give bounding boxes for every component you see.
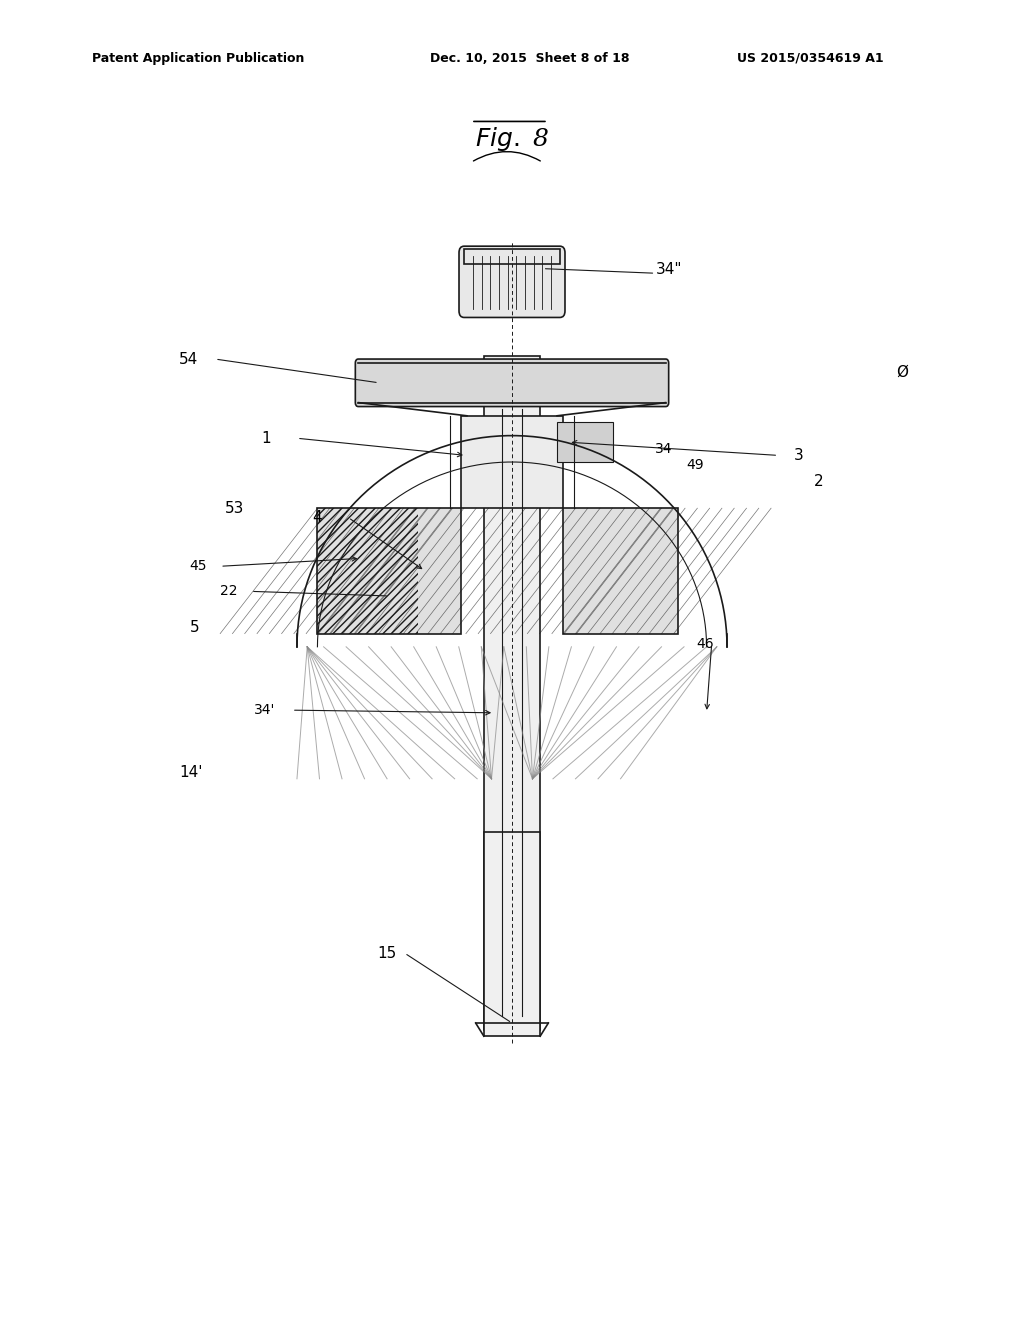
Text: Ø: Ø [896,364,908,380]
FancyBboxPatch shape [355,359,669,407]
Text: 46: 46 [696,638,714,651]
Text: 49: 49 [686,458,703,471]
Bar [317,508,461,634]
Text: 2: 2 [814,474,823,490]
FancyBboxPatch shape [483,356,541,1030]
Text: 3: 3 [794,447,804,463]
Text: 45: 45 [189,560,207,573]
Text: 4: 4 [312,510,322,525]
Text: 54: 54 [179,351,199,367]
Text: 22: 22 [220,585,238,598]
Text: 34": 34" [655,261,682,277]
Text: Patent Application Publication: Patent Application Publication [92,51,304,65]
FancyBboxPatch shape [459,246,565,317]
Bar [461,416,563,508]
Text: Dec. 10, 2015  Sheet 8 of 18: Dec. 10, 2015 Sheet 8 of 18 [430,51,630,65]
Bar [557,422,613,462]
Text: 14': 14' [179,764,203,780]
Text: 1: 1 [261,430,270,446]
Bar [317,508,418,634]
Bar [483,832,541,1036]
Text: 34: 34 [655,442,673,455]
Text: $\mathit{Fig.}$ 8: $\mathit{Fig.}$ 8 [474,124,550,153]
FancyBboxPatch shape [464,249,560,264]
Bar [563,508,678,634]
Text: 5: 5 [189,619,199,635]
Text: 15: 15 [377,945,396,961]
Text: 34': 34' [254,704,275,717]
Text: 53: 53 [225,500,245,516]
Text: US 2015/0354619 A1: US 2015/0354619 A1 [737,51,884,65]
